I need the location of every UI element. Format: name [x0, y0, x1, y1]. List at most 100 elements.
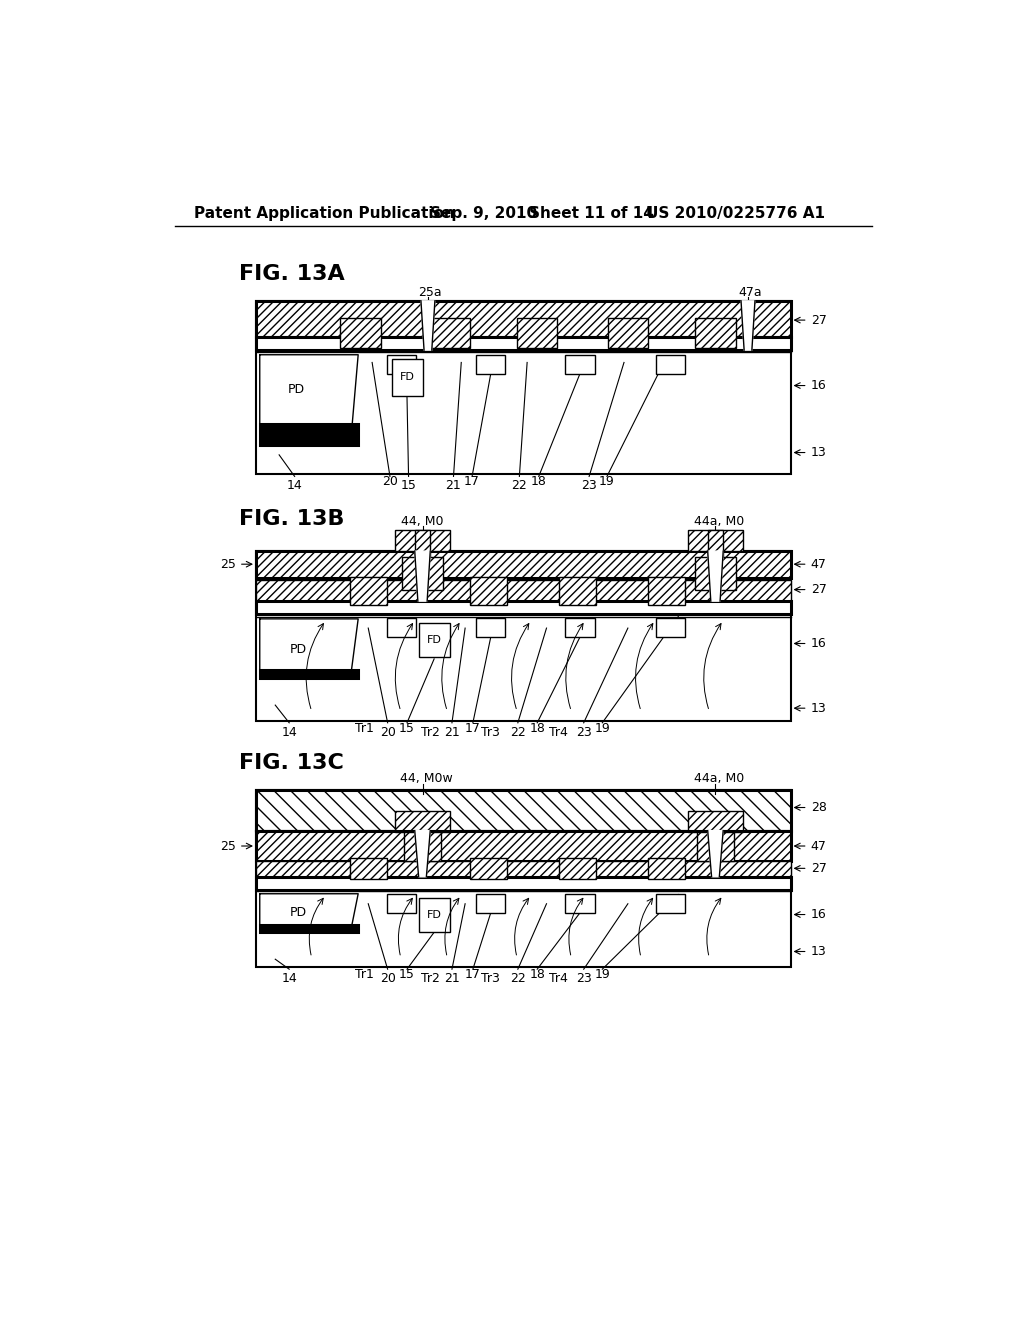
Polygon shape [415, 830, 430, 876]
Text: 20: 20 [380, 972, 395, 985]
Bar [260, 671, 358, 678]
Bar [256, 581, 791, 601]
Text: 23: 23 [575, 972, 592, 985]
Text: FIG. 13B: FIG. 13B [239, 508, 344, 529]
Bar [256, 552, 791, 578]
Bar [256, 830, 791, 861]
Text: Tr1: Tr1 [355, 722, 374, 735]
Text: 44, M0: 44, M0 [401, 515, 443, 528]
Bar [394, 812, 451, 832]
Text: PD: PD [288, 383, 305, 396]
Polygon shape [415, 552, 430, 601]
Bar [419, 623, 450, 657]
Text: Tr3: Tr3 [481, 972, 500, 985]
Text: 22: 22 [510, 972, 525, 985]
Text: PD: PD [290, 907, 307, 920]
Text: 27: 27 [811, 862, 826, 875]
Bar [476, 355, 506, 374]
Bar [387, 894, 417, 913]
Polygon shape [708, 830, 723, 876]
Bar [256, 789, 791, 830]
Text: 16: 16 [811, 638, 826, 649]
Bar [260, 924, 358, 932]
Text: 47: 47 [811, 840, 826, 853]
Bar [415, 529, 430, 557]
Text: 19: 19 [594, 722, 610, 735]
Bar [394, 529, 451, 552]
Text: 17: 17 [465, 722, 481, 735]
Bar [565, 894, 595, 913]
Text: 25a: 25a [419, 286, 442, 298]
Polygon shape [741, 301, 755, 350]
Bar [387, 618, 417, 638]
Bar [695, 557, 735, 590]
Text: Tr4: Tr4 [549, 726, 567, 739]
Text: 17: 17 [465, 968, 481, 981]
Text: Tr4: Tr4 [549, 972, 567, 985]
Bar [403, 832, 441, 861]
Text: 44, M0w: 44, M0w [400, 772, 453, 785]
Text: 18: 18 [529, 968, 545, 981]
Bar [559, 858, 596, 879]
Text: 13: 13 [811, 702, 826, 714]
Text: 25: 25 [220, 557, 236, 570]
Bar [256, 789, 791, 966]
Bar [256, 301, 791, 474]
Text: 15: 15 [399, 722, 415, 735]
Bar [402, 557, 442, 590]
Polygon shape [260, 355, 358, 445]
Bar [260, 424, 358, 445]
Text: Tr2: Tr2 [421, 972, 439, 985]
Polygon shape [260, 619, 358, 678]
Text: 18: 18 [529, 722, 545, 735]
Bar [391, 359, 423, 396]
Bar [655, 618, 685, 638]
Bar [470, 858, 507, 879]
Bar [256, 301, 791, 337]
Bar [697, 832, 734, 861]
Text: 14: 14 [287, 479, 302, 492]
Text: 20: 20 [380, 726, 395, 739]
Bar [708, 529, 723, 557]
Bar [256, 552, 791, 721]
Text: Tr3: Tr3 [481, 726, 500, 739]
Bar [349, 858, 387, 879]
Text: Sheet 11 of 14: Sheet 11 of 14 [528, 206, 653, 222]
Text: 19: 19 [599, 475, 614, 488]
Bar [559, 577, 596, 605]
Text: 25: 25 [220, 840, 236, 853]
Bar [607, 318, 648, 348]
Text: Tr2: Tr2 [421, 726, 439, 739]
Text: Tr1: Tr1 [355, 968, 374, 981]
Text: 44a, M0: 44a, M0 [694, 772, 744, 785]
Bar [340, 318, 381, 348]
Text: FD: FD [427, 909, 441, 920]
Text: 22: 22 [510, 726, 525, 739]
Bar [476, 894, 506, 913]
Bar [648, 858, 685, 879]
Bar [419, 898, 450, 932]
Text: 21: 21 [445, 479, 462, 492]
Bar [476, 618, 506, 638]
Text: 19: 19 [594, 968, 610, 981]
Text: Sep. 9, 2010: Sep. 9, 2010 [430, 206, 538, 222]
Text: 14: 14 [282, 972, 297, 985]
Text: 16: 16 [811, 379, 826, 392]
Bar [470, 577, 507, 605]
Polygon shape [260, 894, 358, 932]
Bar [256, 876, 791, 890]
Bar [655, 894, 685, 913]
Text: 23: 23 [582, 479, 597, 492]
Text: 14: 14 [282, 726, 297, 739]
Text: FIG. 13C: FIG. 13C [239, 752, 344, 772]
Polygon shape [708, 552, 723, 601]
Bar [695, 318, 735, 348]
Bar [648, 577, 685, 605]
Text: 47a: 47a [738, 286, 762, 298]
Bar [256, 337, 791, 350]
Text: 44a, M0: 44a, M0 [694, 515, 744, 528]
Text: 17: 17 [464, 475, 480, 488]
Text: 20: 20 [382, 475, 398, 488]
Text: 27: 27 [811, 583, 826, 597]
Text: 13: 13 [811, 945, 826, 958]
